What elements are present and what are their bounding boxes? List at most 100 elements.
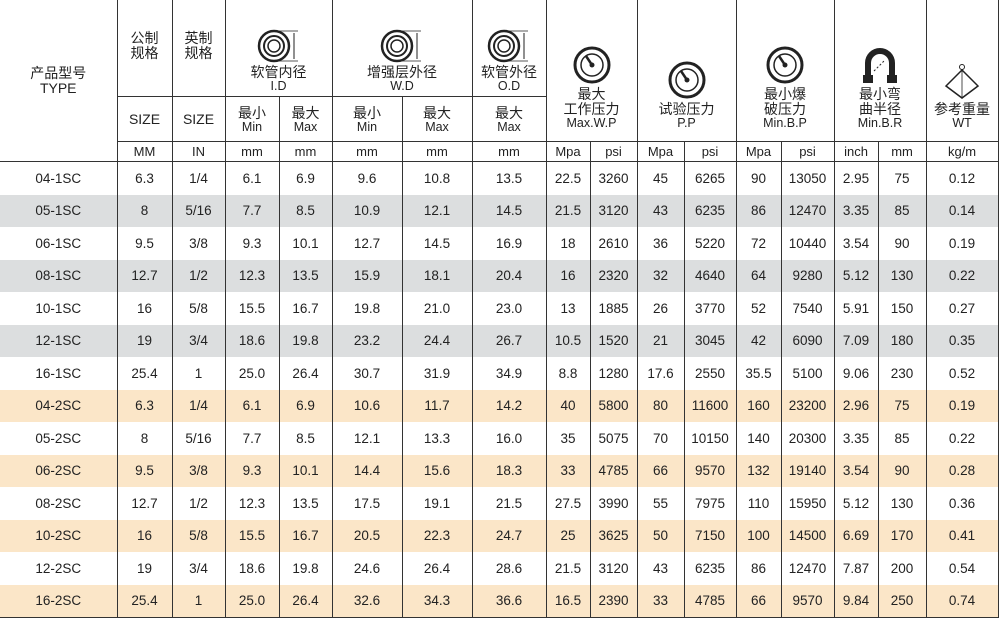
table-cell: 3.35 [833, 194, 879, 227]
header-text: 工作压力 [563, 101, 620, 117]
table-cell: 0.27 [925, 292, 999, 325]
table-cell: 8.8 [545, 357, 591, 390]
subheader-cell: 最大 Max [278, 96, 333, 142]
table-cell: 36 [636, 227, 685, 260]
header-text: 最小爆 [764, 86, 806, 102]
table-cell: 23.2 [331, 324, 403, 357]
unit-cell: mm [877, 141, 927, 162]
table-cell: 66 [636, 454, 685, 487]
table-row: 12-1SC 19 3/4 18.6 19.8 23.2 24.4 26.7 10.5 1520 2… [0, 324, 999, 357]
table-cell: 20.5 [331, 519, 403, 552]
table-cell: 3.54 [833, 227, 879, 260]
table-cell: 33 [545, 454, 591, 487]
header-text: Min.B.R [857, 116, 903, 130]
table-cell: 110 [735, 487, 782, 520]
table-cell: 8 [116, 194, 173, 227]
table-cell: 70 [636, 422, 685, 455]
table-cell: 9280 [780, 259, 835, 292]
header-text: 最大 [577, 86, 606, 102]
table-row: 04-2SC 6.3 1/4 6.1 6.9 10.6 11.7 14.2 40 5800 80 11… [0, 389, 999, 422]
table-cell: 5/8 [171, 519, 226, 552]
table-cell: 170 [877, 519, 927, 552]
subheader-text: SIZE [182, 110, 215, 127]
table-cell: 3/8 [171, 227, 226, 260]
table-cell: 10.9 [331, 194, 403, 227]
table-cell: 12.1 [331, 422, 403, 455]
table-cell: 16-2SC [0, 584, 118, 618]
header-text: 试验压力 [658, 101, 715, 117]
table-cell: 14.5 [471, 194, 547, 227]
table-row: 05-1SC 8 5/16 7.7 8.5 10.9 12.1 14.5 21.5 3120 43 6… [0, 194, 999, 227]
header-cell: 软管外径 O.D [471, 0, 547, 97]
table-cell: 15.5 [224, 292, 280, 325]
table-cell: 9.3 [224, 227, 280, 260]
table-cell: 0.22 [925, 422, 999, 455]
table-cell: 6.3 [116, 389, 173, 422]
table-cell: 9.3 [224, 454, 280, 487]
table-cell: 72 [735, 227, 782, 260]
table-cell: 1/2 [171, 259, 226, 292]
subheader-text: Min [241, 119, 263, 134]
table-cell: 3120 [589, 194, 638, 227]
table-cell: 90 [735, 161, 782, 195]
table-cell: 160 [735, 389, 782, 422]
table-cell: 23200 [780, 389, 835, 422]
table-cell: 12-1SC [0, 324, 118, 357]
table-cell: 34.9 [471, 357, 547, 390]
table-cell: 4785 [589, 454, 638, 487]
table-cell: 26.7 [471, 324, 547, 357]
table-cell: 180 [877, 324, 927, 357]
table-cell: 16 [116, 292, 173, 325]
table-cell: 12470 [780, 194, 835, 227]
table-cell: 0.52 [925, 357, 999, 390]
table-row: 10-2SC 16 5/8 15.5 16.7 20.5 22.3 24.7 25 3625 50 7… [0, 519, 999, 552]
table-cell: 50 [636, 519, 685, 552]
table-cell: 10.1 [278, 454, 333, 487]
table-cell: 75 [877, 389, 927, 422]
table-cell: 43 [636, 194, 685, 227]
table-cell: 33 [636, 584, 685, 618]
table-cell: 7.09 [833, 324, 879, 357]
header-cell: 公制 规格 [116, 0, 173, 97]
table-cell: 43 [636, 552, 685, 585]
table-cell: 0.19 [925, 227, 999, 260]
table-cell: 6.9 [278, 161, 333, 195]
header-text: 破压力 [764, 101, 806, 117]
table-cell: 18.6 [224, 324, 280, 357]
table-cell: 32 [636, 259, 685, 292]
table-cell: 12.1 [401, 194, 473, 227]
table-cell: 9.06 [833, 357, 879, 390]
table-cell: 85 [877, 194, 927, 227]
table-cell: 27.5 [545, 487, 591, 520]
table-cell: 0.19 [925, 389, 999, 422]
table-cell: 13 [545, 292, 591, 325]
subheader-cell: 最大 Max [401, 96, 473, 142]
table-cell: 18.1 [401, 259, 473, 292]
table-cell: 6.3 [116, 161, 173, 195]
table-cell: 20300 [780, 422, 835, 455]
header-cell: 最大 工作压力 Max.W.P [545, 0, 638, 142]
table-cell: 100 [735, 519, 782, 552]
table-cell: 5220 [683, 227, 737, 260]
header-text: O.D [497, 79, 521, 93]
table-cell: 86 [735, 194, 782, 227]
table-cell: 24.4 [401, 324, 473, 357]
table-cell: 7540 [780, 292, 835, 325]
table-cell: 24.7 [471, 519, 547, 552]
table-cell: 5/16 [171, 422, 226, 455]
table-cell: 15.9 [331, 259, 403, 292]
header-text: WT [952, 116, 972, 130]
table-cell: 7.7 [224, 422, 280, 455]
table-cell: 0.36 [925, 487, 999, 520]
table-cell: 21 [636, 324, 685, 357]
table-cell: 12.7 [116, 259, 173, 292]
table-cell: 16.7 [278, 519, 333, 552]
header-text: 软管外径 [481, 64, 537, 80]
table-cell: 0.14 [925, 194, 999, 227]
table-cell: 230 [877, 357, 927, 390]
table-cell: 25 [545, 519, 591, 552]
table-cell: 19.8 [278, 324, 333, 357]
table-cell: 12-2SC [0, 552, 118, 585]
table-cell: 4640 [683, 259, 737, 292]
subheader-text: 最大 [495, 104, 523, 121]
